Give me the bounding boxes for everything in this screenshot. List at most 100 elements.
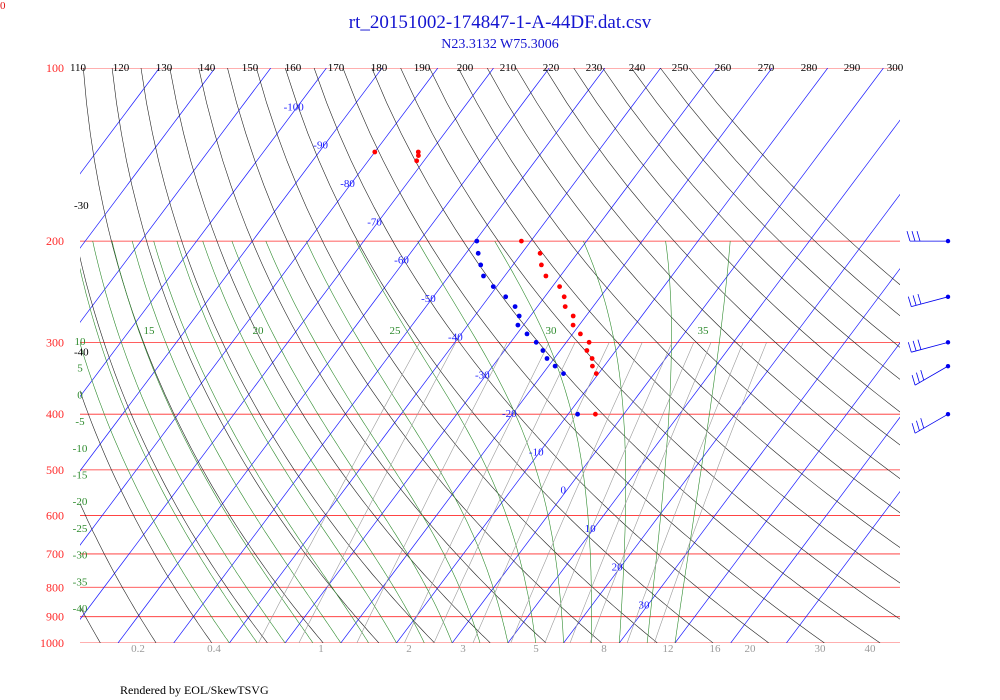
mixing-ratio-label: 20 [745,643,757,655]
isotherm-label: -30 [475,370,490,382]
mixing-ratio-line [472,342,610,643]
moist-adiabat-line [80,342,230,643]
isotherm-line [80,68,160,175]
moist-adiabat-line [92,241,286,643]
moist-adiabat-top-label: 30 [546,325,558,337]
moist-adiabat-line [674,241,731,643]
chart-subtitle: N23.3132 W75.3006 [441,37,559,52]
isotherm-label: 10 [585,523,597,535]
dry-adiabat-line [80,256,268,643]
moist-adiabat-left-label: -10 [73,443,88,455]
temperature-point [586,339,592,345]
moist-adiabat-line [131,241,342,643]
temperature-point [519,238,524,244]
isotherm-line [619,268,900,643]
dewpoint-point [512,304,518,309]
temperature-point [415,149,421,155]
dry-adiabat-line [313,68,769,643]
moist-adiabat-left-label: -5 [75,416,85,428]
theta-top-label: 290 [844,62,861,74]
dry-adiabat-line [227,68,602,643]
mixing-ratio-label: 0.2 [131,643,145,655]
theta-top-label: 270 [758,62,775,74]
theta-left-label: -30 [74,200,89,212]
dry-adiabat-line [486,68,900,514]
theta-top-label: 280 [801,62,818,74]
moist-adiabat-line [153,241,369,643]
pressure-tick-label: 900 [46,610,64,624]
mixing-ratio-label: 0.4 [207,643,221,655]
theta-top-label: 110 [70,62,87,74]
isotherm-label: -60 [394,255,409,267]
isotherm-label: -40 [448,331,463,343]
theta-top-label: 160 [285,62,302,74]
dry-adiabat-line [284,68,714,643]
isotherm-line [229,68,661,643]
chart-title: rt_20151002-174847-1-A-44DF.dat.csv [348,12,652,33]
theta-top-label: 130 [156,62,173,74]
mixing-ratio-label: 2 [406,643,412,655]
temperature-point [593,371,599,376]
dry-adiabat-line [80,502,157,643]
mixing-ratio-line [569,342,695,643]
theta-top-label: 200 [457,62,474,74]
dry-adiabat-line [602,68,900,380]
dry-adiabat-line [573,68,900,413]
temperature-point [539,262,544,268]
dewpoint-point [478,262,484,268]
mixing-ratio-line [298,342,457,643]
theta-top-label: 250 [672,62,689,74]
isotherm-line [340,68,773,643]
temperature-point [590,363,595,369]
moist-adiabat-line [355,240,536,643]
isotherm-label: -50 [421,293,436,305]
moist-adiabat-left-label: -20 [73,496,88,508]
isotherm-label: 20 [612,561,624,573]
moist-adiabat-line [176,241,397,643]
isotherm-label: -100 [284,101,305,113]
moist-adiabat-left-label: 10 [75,336,87,348]
moist-adiabat-line [231,240,453,643]
mixing-ratio-line [258,342,421,643]
mixing-ratio-label: 5 [533,643,539,655]
theta-top-label: 260 [715,62,732,74]
theta-top-label: 230 [586,62,603,74]
dewpoint-point [490,284,496,289]
dry-adiabat-line [458,68,900,548]
isotherm-line [80,68,439,546]
dry-adiabat-line [198,68,547,643]
moist-adiabat-line [494,240,592,643]
wind-barb [911,363,951,386]
theta-top-label: 240 [629,62,646,74]
mixing-ratio-line [356,342,508,643]
isotherm-line [80,68,494,620]
dewpoint-point [515,322,521,328]
temperature-point [543,273,549,279]
pressure-tick-label: 700 [46,547,64,561]
dewpoint-point [474,238,480,244]
theta-top-label: 220 [543,62,560,74]
theta-top-label: 300 [887,62,904,74]
theta-top-label: 170 [328,62,345,74]
dry-adiabat-line [371,68,881,643]
footer-credit: Rendered by EOL/SkewTSVG [120,683,269,697]
moist-adiabat-top-label: 20 [253,325,265,337]
moist-adiabat-top-label: 25 [390,325,402,337]
corner-label: 0 [0,0,6,12]
moist-adiabat-left-label: -35 [73,576,88,588]
mixing-ratio-line [626,342,744,643]
isotherm-line [786,490,900,643]
isotherm-line [80,68,272,323]
dry-adiabat-line [169,68,491,643]
moist-adiabat-left-label: -40 [73,603,88,615]
wind-barb [907,293,951,308]
isotherm-line [117,68,550,643]
dewpoint-point [475,250,481,256]
isotherm-line [563,193,900,643]
temperature-point [589,356,595,361]
isotherm-label: -20 [502,408,517,420]
dry-adiabat-line [660,68,900,317]
isotherm-label: -10 [529,446,544,458]
moist-adiabat-line [306,240,509,643]
